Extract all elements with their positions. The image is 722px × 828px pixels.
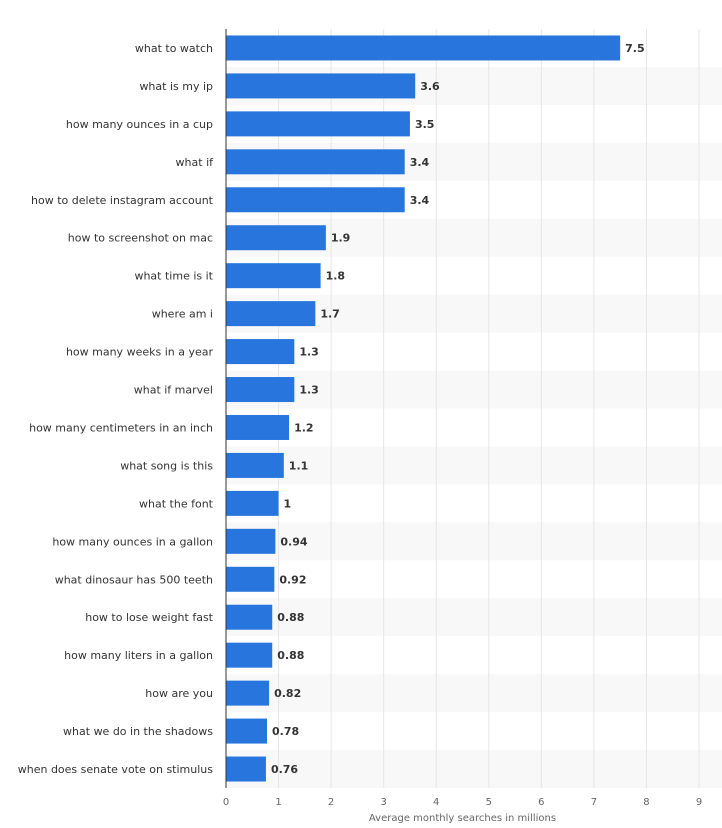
bars [226,35,621,782]
value-label: 1.2 [294,421,314,434]
bar [226,263,321,289]
category-labels: what to watch what is my ip how many ounce… [18,42,214,776]
row-stripe [226,598,722,637]
value-label: 1.9 [331,232,351,245]
category-label: what is my ip [139,80,213,93]
bar [226,377,295,403]
value-labels: 7.5 3.6 3.5 3.4 3.4 1.9 1.8 1.7 1.3 1.3 1.2 1.1 1 0.9… [271,42,645,776]
value-label: 3.4 [410,156,430,169]
x-axis-title: Average monthly searches in millions [369,813,556,824]
value-label: 1.1 [289,459,309,472]
category-label: what the font [139,497,214,510]
category-label: what time is it [134,270,213,283]
value-label: 3.5 [415,118,435,131]
value-label: 0.94 [280,535,307,548]
category-label: what to watch [135,42,213,55]
bar [226,149,405,175]
x-tick-label: 5 [486,797,492,808]
bar [226,718,267,744]
row-stripe [226,522,722,561]
bar [226,414,290,440]
category-label: how many weeks in a year [66,346,214,359]
category-label: what we do in the shadows [63,725,213,738]
category-label: how many centimeters in an inch [29,421,213,434]
category-label: how many ounces in a gallon [52,535,213,548]
x-tick-label: 7 [591,797,597,808]
bar [226,490,279,516]
row-stripe [226,446,722,485]
x-tick-label: 4 [433,797,439,808]
bar [226,339,295,365]
category-label: how are you [145,687,213,700]
bar [226,604,273,630]
value-label: 0.82 [274,687,301,700]
value-label: 0.76 [271,763,298,776]
value-label: 0.92 [279,573,306,586]
category-label: what dinosaur has 500 teeth [55,573,213,586]
row-stripe [226,750,722,788]
x-tick-label: 2 [328,797,334,808]
bar [226,111,410,137]
bar [226,566,275,592]
category-label: what if [176,156,215,169]
bar [226,73,416,99]
value-label: 0.78 [272,725,299,738]
category-label: how to delete instagram account [31,194,214,207]
value-label: 1.3 [299,346,319,359]
category-label: how to lose weight fast [85,611,213,624]
value-label: 0.88 [277,649,304,662]
bar [226,642,273,668]
bar [226,301,316,327]
bar [226,225,326,251]
bar [226,452,284,478]
category-label: when does senate vote on stimulus [18,763,214,776]
x-tick-label: 3 [380,797,386,808]
category-label: how many ounces in a cup [66,118,213,131]
row-stripe [226,674,722,713]
bar [226,35,621,61]
row-stripe [226,370,722,409]
x-tick-label: 1 [275,797,281,808]
value-label: 1.3 [299,384,319,397]
x-tick-label: 0 [223,797,229,808]
bar [226,187,405,213]
value-label: 0.88 [277,611,304,624]
value-label: 7.5 [625,42,645,55]
bar [226,756,266,782]
category-label: how to screenshot on mac [68,232,213,245]
bar [226,528,276,554]
x-tick-label: 6 [538,797,544,808]
value-label: 3.4 [410,194,430,207]
row-stripes [226,66,722,788]
x-tick-labels: 0 1 2 3 4 5 6 7 8 9 [223,797,702,808]
value-label: 1.7 [320,308,340,321]
category-label: how many liters in a gallon [64,649,213,662]
value-label: 1 [284,497,292,510]
category-label: what song is this [120,459,213,472]
value-label: 3.6 [420,80,440,93]
x-tick-label: 8 [643,797,649,808]
value-label: 1.8 [326,270,346,283]
x-tick-label: 9 [696,797,702,808]
category-label: where am i [152,308,213,321]
bar [226,680,270,706]
category-label: what if marvel [134,384,213,397]
